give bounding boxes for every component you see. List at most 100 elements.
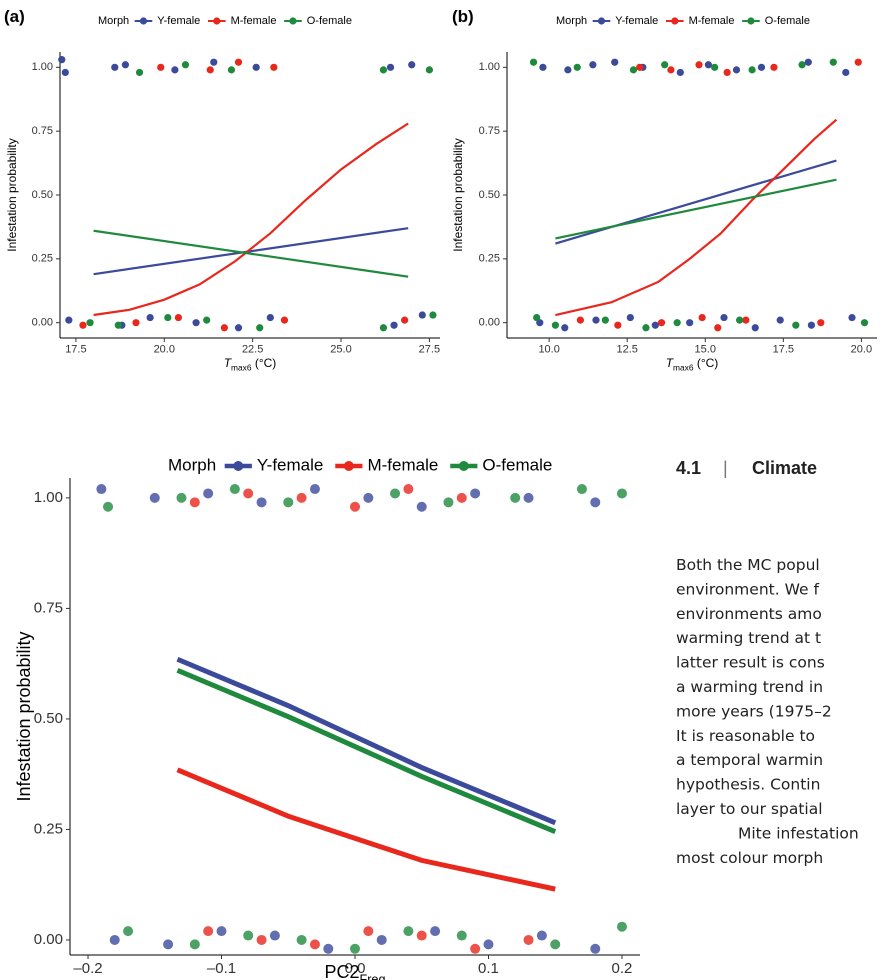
body-line: environments amo [676, 605, 822, 623]
data-point [804, 58, 812, 66]
legend-dot [458, 461, 469, 471]
data-point [695, 61, 703, 69]
fit-line [93, 229, 409, 278]
data-point [576, 316, 584, 324]
data-point [149, 492, 160, 503]
x-tick-label: 17.5 [773, 343, 794, 355]
data-point [65, 316, 73, 324]
legend-label: M-female [367, 455, 438, 474]
data-point [79, 321, 87, 329]
data-point [296, 934, 307, 945]
body-line: Both the MC popul [676, 556, 820, 574]
data-point [698, 313, 706, 322]
legend-dot [597, 17, 606, 25]
data-point [470, 943, 481, 954]
data-point [350, 501, 360, 512]
data-point [573, 63, 581, 71]
data-point [243, 488, 254, 499]
data-point [403, 484, 414, 495]
data-point [626, 313, 634, 322]
legend-label: Y-female [157, 15, 200, 27]
data-point [283, 497, 294, 508]
data-point [483, 939, 494, 950]
fit-line [93, 227, 409, 276]
data-point [429, 311, 437, 319]
data-point [309, 939, 320, 950]
y-axis-title: Infestation probability [5, 138, 19, 251]
y-tick-label: 0.75 [479, 125, 500, 137]
data-point [363, 492, 374, 503]
data-point [171, 66, 179, 74]
body-line: a temporal warmin [676, 751, 823, 769]
body-line: hypothesis. Contin [676, 776, 820, 794]
data-point [636, 63, 644, 71]
legend-title: Morph [556, 15, 587, 27]
data-point [614, 321, 622, 329]
data-point [181, 61, 190, 69]
data-point [510, 492, 521, 503]
body-line: more years (1975–2 [676, 702, 832, 720]
x-axis-title-sub: max6 [673, 363, 694, 373]
data-point [114, 321, 122, 329]
data-point [408, 61, 416, 69]
data-point [376, 934, 387, 945]
data-point [590, 943, 601, 954]
x-axis-title-sub: Freq [360, 972, 386, 980]
data-point [256, 497, 267, 508]
data-point [732, 66, 741, 74]
data-point [798, 61, 806, 69]
x-axis-title-sub: max6 [231, 363, 252, 373]
x-axis-title-main: PC2 [325, 962, 360, 980]
data-point [590, 497, 601, 508]
data-point [296, 492, 307, 503]
data-point [390, 321, 398, 329]
data-point [234, 58, 243, 66]
x-axis-title-suffix: (°C) [694, 356, 719, 370]
data-point [386, 63, 395, 71]
data-point [121, 61, 129, 69]
data-point [425, 66, 433, 74]
data-point [227, 66, 236, 74]
y-axis-title: Infestation probability [14, 631, 34, 801]
y-tick-label: 0.25 [34, 820, 63, 837]
data-point [350, 943, 360, 954]
y-tick-label: 1.00 [34, 489, 63, 506]
data-point [776, 316, 784, 324]
x-tick-label: 15.0 [695, 343, 716, 355]
legend-dot [671, 17, 679, 25]
data-point [229, 484, 240, 495]
legend-dot [747, 17, 755, 25]
data-point [390, 488, 401, 499]
data-point [792, 321, 800, 329]
data-point [842, 68, 850, 77]
legend-dot [139, 17, 148, 25]
data-point [256, 324, 264, 332]
data-point [533, 313, 541, 322]
body-line: most colour morph [676, 849, 823, 867]
data-point [280, 316, 289, 324]
x-axis-title: PC2Freq [325, 962, 386, 980]
x-axis-title-main: T [666, 356, 675, 370]
data-point [443, 497, 454, 508]
data-point [401, 316, 409, 324]
data-point [416, 930, 427, 941]
legend-title: Morph [98, 15, 129, 27]
y-tick-label: 0.25 [32, 253, 53, 265]
data-point [146, 313, 154, 322]
x-tick-label: 25.0 [330, 343, 351, 355]
data-point [601, 316, 609, 324]
data-point [720, 313, 728, 322]
section-number: 4.1 [676, 458, 701, 478]
data-point [564, 66, 572, 74]
data-point [539, 63, 547, 71]
x-tick-label: 22.5 [242, 343, 263, 355]
data-point [742, 316, 750, 324]
legend-dot [213, 17, 221, 25]
legend-dot [343, 461, 354, 471]
fit-line [555, 118, 838, 317]
x-tick-label: 20.0 [154, 343, 175, 355]
x-tick-label: 0.2 [612, 960, 633, 977]
data-point [416, 501, 427, 512]
x-tick-label: 0.0 [345, 960, 366, 977]
x-axis-title: Tmax6 (°C) [666, 356, 719, 373]
